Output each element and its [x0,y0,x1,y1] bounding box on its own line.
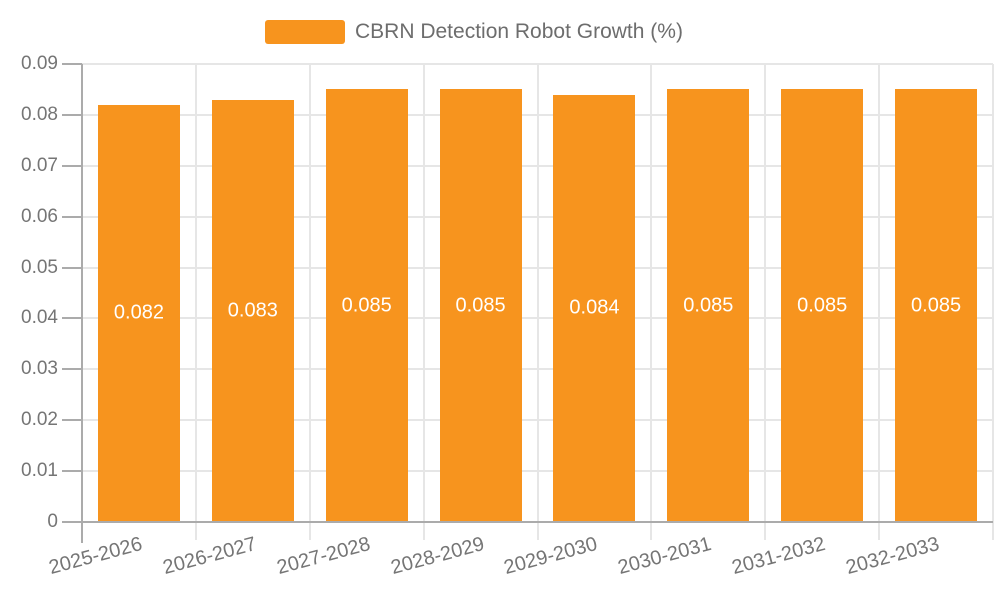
y-axis-tick [62,63,82,65]
bar-value-label: 0.085 [455,294,506,317]
legend-label: CBRN Detection Robot Growth (%) [355,20,683,43]
y-axis-tick [62,164,82,167]
bar-value-label: 0.085 [341,294,392,317]
gridline-vertical [878,64,881,540]
bar[interactable]: 0.083 [211,99,294,522]
bar-value-label: 0.085 [683,294,734,317]
y-axis-tick [62,470,82,473]
gridline-vertical [536,64,539,540]
bar[interactable]: 0.085 [667,89,750,522]
bar[interactable]: 0.085 [439,89,522,522]
gridline-vertical [422,64,425,540]
gridline-vertical [194,64,197,540]
y-axis-tick [62,215,82,218]
gridline-vertical [308,64,311,540]
bar-value-label: 0.084 [569,296,620,319]
y-axis-label: 0.02 [21,409,58,431]
y-axis-label: 0.03 [21,358,58,380]
gridline-vertical [992,64,994,540]
x-axis-line [82,521,993,523]
bar-value-label: 0.085 [911,294,962,317]
y-axis-label: 0.09 [21,53,58,74]
y-axis-label: 0.01 [21,460,58,482]
legend-swatch [265,20,345,44]
y-axis-tick [62,368,82,371]
gridline-vertical [764,64,767,540]
bar[interactable]: 0.085 [781,89,864,522]
y-axis-tick [62,419,82,422]
y-axis-label: 0 [47,511,58,532]
y-axis-tick [62,113,82,116]
bar[interactable]: 0.084 [553,94,636,522]
y-axis-label: 0.08 [21,103,58,125]
y-axis-label: 0.06 [21,205,58,227]
bar-value-label: 0.083 [227,299,278,322]
bar[interactable]: 0.082 [97,104,180,522]
legend-item[interactable]: CBRN Detection Robot Growth (%) [265,20,683,44]
bar-value-label: 0.085 [797,294,848,317]
bar-value-label: 0.082 [113,301,164,324]
y-axis-tick [62,317,82,320]
bar[interactable]: 0.085 [325,89,408,522]
y-axis-label: 0.05 [21,256,58,278]
y-axis-tick [62,521,82,523]
bar[interactable]: 0.085 [895,89,978,522]
gridline-vertical [650,64,653,540]
y-axis-label: 0.07 [21,154,58,176]
y-axis-label: 0.04 [21,307,58,329]
y-axis-tick [62,266,82,269]
y-axis-line [81,64,83,543]
